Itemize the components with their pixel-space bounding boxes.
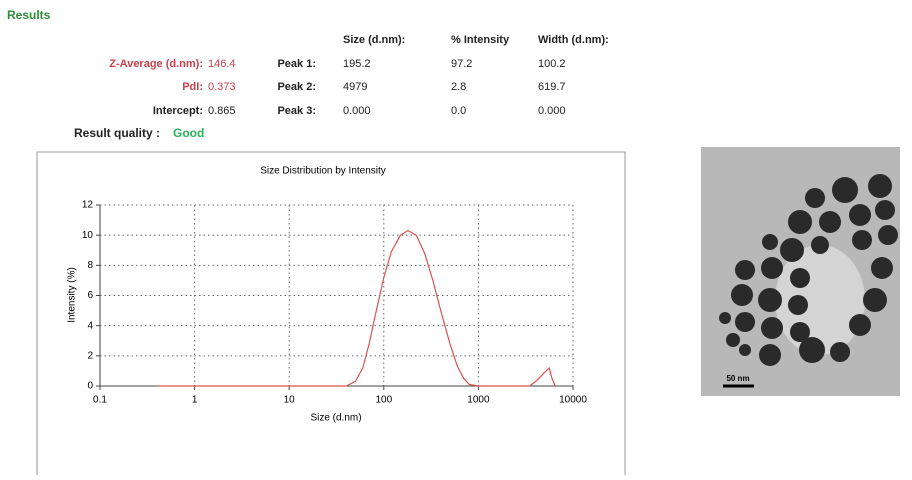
y-tick-label: 4 bbox=[87, 320, 93, 331]
y-tick-label: 0 bbox=[87, 381, 93, 392]
x-tick-label: 1 bbox=[192, 395, 198, 406]
peak-value: 195.2 bbox=[343, 58, 371, 70]
page: {"results": { "title": "Results", "summa… bbox=[0, 0, 912, 475]
peak-value: 4979 bbox=[343, 81, 367, 93]
peak-label: Peak 1: bbox=[277, 58, 316, 70]
tem-image: 50 nm bbox=[701, 147, 900, 396]
x-tick-label: 10 bbox=[284, 395, 296, 406]
x-tick-label: 0.1 bbox=[93, 395, 107, 406]
peak-value: 100.2 bbox=[538, 58, 566, 70]
peak-value: 0.000 bbox=[538, 105, 566, 117]
peak-header: Width (d.nm): bbox=[538, 34, 609, 46]
summary-value: 0.865 bbox=[208, 105, 236, 117]
y-tick-label: 6 bbox=[87, 290, 93, 301]
scale-label: 50 nm bbox=[726, 374, 749, 383]
summary-value: 0.373 bbox=[208, 81, 236, 93]
results-table: Z-Average (d.nm): 146.4 PdI: 0.373 Intercept… bbox=[74, 34, 609, 140]
x-axis-label: Size (d.nm) bbox=[310, 413, 361, 424]
summary-label: Z-Average (d.nm): bbox=[109, 58, 203, 70]
chart-title: Size Distribution by Intensity bbox=[260, 166, 386, 177]
summary-label: Intercept: bbox=[153, 105, 203, 117]
quality-value: Good bbox=[173, 126, 204, 140]
report: Results Z-Average (d.nm): 146.4 PdI: 0.373 I… bbox=[0, 0, 912, 475]
summary-label: PdI: bbox=[182, 81, 203, 93]
y-axis-label: Intensity (%) bbox=[67, 267, 78, 323]
peak-value: 0.000 bbox=[343, 105, 371, 117]
y-tick-label: 8 bbox=[87, 260, 93, 271]
chart-frame bbox=[37, 152, 625, 475]
x-tick-label: 100 bbox=[375, 395, 392, 406]
peak-value: 0.0 bbox=[451, 105, 466, 117]
quality-label: Result quality : bbox=[74, 126, 160, 140]
peak-header: Size (d.nm): bbox=[343, 34, 405, 46]
results-title: Results bbox=[7, 8, 51, 22]
peak-value: 619.7 bbox=[538, 81, 566, 93]
peak-header: % Intensity bbox=[451, 34, 510, 46]
x-tick-label: 1000 bbox=[467, 395, 490, 406]
peak-value: 97.2 bbox=[451, 58, 472, 70]
summary-value: 146.4 bbox=[208, 58, 236, 70]
y-tick-label: 12 bbox=[82, 200, 94, 211]
y-tick-label: 2 bbox=[87, 350, 93, 361]
y-tick-label: 10 bbox=[82, 230, 94, 241]
x-tick-label: 10000 bbox=[559, 395, 587, 406]
peak-label: Peak 3: bbox=[277, 105, 316, 117]
image-highlight bbox=[775, 245, 865, 355]
peak-value: 2.8 bbox=[451, 81, 466, 93]
peak-label: Peak 2: bbox=[277, 81, 316, 93]
